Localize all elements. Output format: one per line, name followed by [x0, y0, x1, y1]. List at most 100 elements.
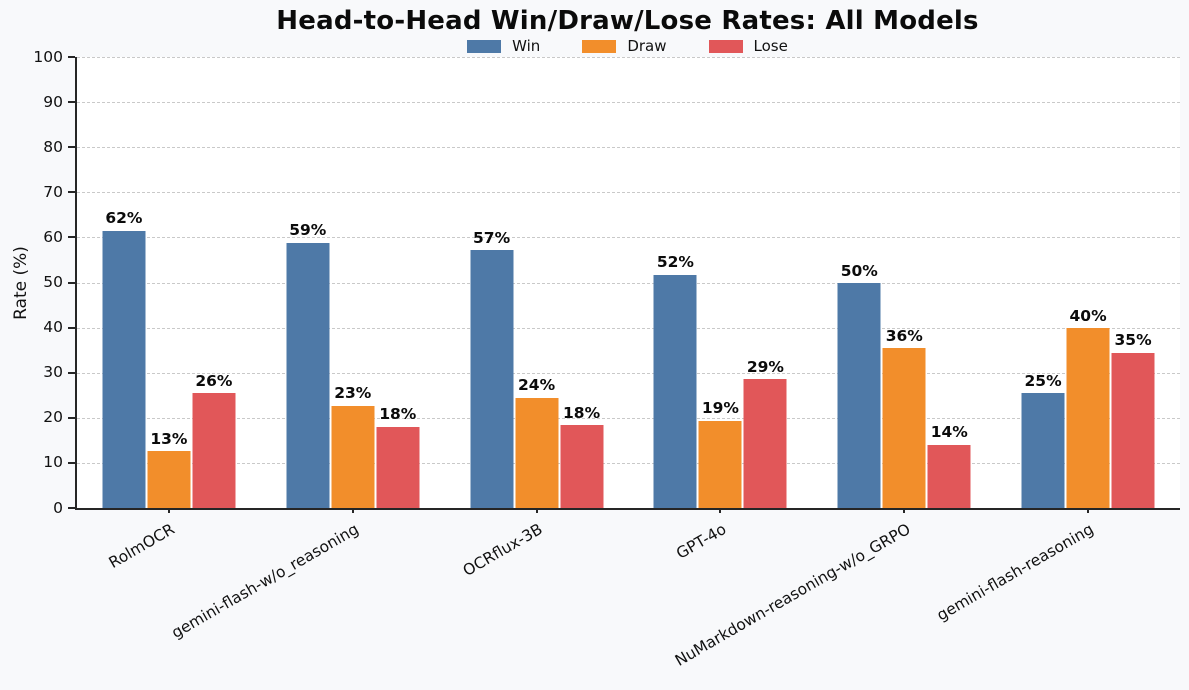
bar-draw [882, 348, 926, 508]
bar-draw [1066, 328, 1110, 508]
bar-cell: 50% [837, 57, 881, 508]
legend: Win Draw Lose [75, 37, 1180, 55]
plot-area: 0 10 20 30 40 50 60 70 80 90 100 62% 13% 26% RolmOCR 59… [33, 49, 1180, 670]
bar-value-label: 13% [150, 429, 188, 448]
bar-group: 52% 19% 29% [653, 57, 787, 508]
gridline [77, 192, 1180, 194]
bar-value-label: 35% [1114, 331, 1152, 350]
gridline [77, 327, 1180, 329]
x-tick-mark [719, 508, 722, 513]
bar-group: 62% 13% 26% [102, 57, 236, 508]
bar-cell: 40% [1066, 57, 1110, 508]
x-axis-category-label: gemini-flash-reasoning [934, 520, 1098, 625]
y-tick-mark [68, 191, 75, 194]
y-tick-mark [68, 507, 75, 509]
bar-win [470, 250, 514, 508]
bar-cell: 29% [743, 57, 787, 508]
x-tick-mark [1087, 508, 1090, 513]
bar-cell: 18% [560, 57, 604, 508]
bar-draw [331, 405, 375, 508]
bar-lose [743, 379, 787, 508]
bar-value-label: 40% [1069, 306, 1107, 325]
gridline [77, 282, 1180, 284]
legend-label: Lose [753, 37, 788, 55]
x-tick-mark [351, 508, 354, 513]
legend-swatch-icon [708, 39, 743, 53]
y-tick-mark [68, 371, 75, 374]
gridline [77, 57, 1180, 58]
y-tick-label: 70 [43, 182, 63, 201]
bar-value-label: 18% [379, 405, 417, 424]
y-tick-label: 90 [43, 92, 63, 111]
bar-cell: 36% [882, 57, 926, 508]
bar-draw [515, 397, 559, 508]
chart-title: Head-to-Head Win/Draw/Lose Rates: All Mo… [276, 6, 979, 36]
x-axis-category-label: RolmOCR [105, 520, 178, 572]
bar-win [653, 274, 697, 508]
bar-lose [927, 444, 971, 508]
gridline [77, 372, 1180, 374]
bar-cell: 59% [286, 57, 330, 508]
bar-value-label: 26% [195, 371, 233, 390]
bar-value-label: 62% [105, 209, 143, 228]
x-axis-category-label: gemini-flash-w/o_reasoning [168, 520, 362, 642]
y-tick-label: 20 [43, 408, 63, 427]
y-tick-mark [68, 461, 75, 464]
x-tick-mark [903, 508, 906, 513]
bar-value-label: 24% [518, 376, 556, 395]
bar-lose [192, 393, 236, 508]
y-tick-label: 60 [43, 227, 63, 246]
y-tick-label: 30 [43, 362, 63, 381]
gridline [77, 417, 1180, 419]
bar-draw [147, 451, 191, 508]
bar-group: 50% 36% 14% [837, 57, 971, 508]
legend-item-draw: Draw [582, 37, 667, 55]
legend-swatch-icon [467, 39, 502, 53]
y-tick-mark [68, 236, 75, 239]
bar-value-label: 36% [885, 326, 923, 345]
bar-value-label: 59% [289, 221, 327, 240]
bar-cell: 57% [470, 57, 514, 508]
bar-cell: 18% [376, 57, 420, 508]
bar-value-label: 23% [334, 384, 372, 403]
bar-cell: 26% [192, 57, 236, 508]
y-tick-label: 50 [43, 272, 63, 291]
bar-value-label: 57% [473, 228, 511, 247]
bar-win [286, 242, 330, 508]
bar-value-label: 29% [746, 357, 784, 376]
x-axis-category-label: OCRflux-3B [459, 520, 546, 580]
y-tick-mark [68, 281, 75, 284]
gridline [77, 237, 1180, 239]
bar-value-label: 52% [656, 253, 694, 272]
y-tick-label: 40 [43, 317, 63, 336]
bar-value-label: 25% [1024, 371, 1062, 390]
legend-swatch-icon [582, 39, 617, 53]
bar-value-label: 14% [930, 423, 968, 442]
bar-draw [698, 420, 742, 508]
y-tick-mark [68, 101, 75, 104]
gridline [77, 102, 1180, 104]
y-tick-mark [68, 416, 75, 419]
bar-value-label: 18% [563, 403, 601, 422]
bar-lose [1111, 352, 1155, 508]
y-tick-mark [68, 56, 75, 58]
y-tick-label: 10 [43, 453, 63, 472]
bar-cell: 14% [927, 57, 971, 508]
gridline [77, 462, 1180, 464]
bar-cell: 19% [698, 57, 742, 508]
legend-label: Win [512, 37, 541, 55]
bar-value-label: 50% [840, 261, 878, 280]
bar-cell: 23% [331, 57, 375, 508]
bar-group: 59% 23% 18% [286, 57, 420, 508]
y-tick-mark [68, 326, 75, 329]
bar-cell: 24% [515, 57, 559, 508]
bar-win [102, 230, 146, 508]
x-axis-category-label: GPT-4o [673, 520, 730, 563]
y-tick-label: 0 [53, 498, 63, 517]
legend-item-lose: Lose [708, 37, 788, 55]
bar-lose [376, 426, 420, 508]
bar-cell: 25% [1021, 57, 1065, 508]
y-tick-label: 80 [43, 137, 63, 156]
bar-cell: 62% [102, 57, 146, 508]
